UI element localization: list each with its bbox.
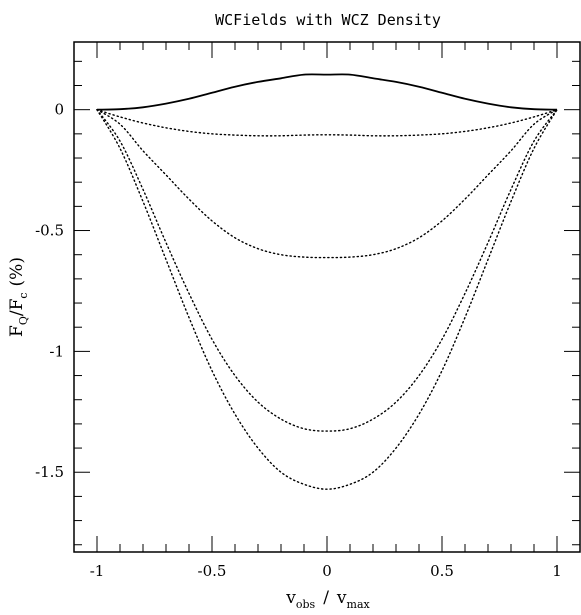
- x-axis-label-var1: v: [285, 588, 296, 608]
- y-axis-label: FQ/Fc(%): [7, 257, 30, 337]
- x-axis-label: vobs / vmax: [285, 588, 370, 611]
- x-axis-label-var2: v: [336, 588, 347, 608]
- plot-frame: [73, 41, 581, 553]
- y-axis-label-sub1: Q: [17, 316, 30, 325]
- y-axis-label-unit: (%): [7, 257, 27, 286]
- y-axis-label-sep: /: [7, 310, 27, 316]
- y-tick-label: -1.5: [35, 463, 64, 481]
- y-tick-label: -1: [49, 342, 64, 360]
- series-line-5: [96, 109, 558, 490]
- y-tick-label: -0.5: [35, 222, 64, 240]
- y-tick-label: 0: [54, 101, 64, 119]
- x-axis-label-sub2: max: [347, 598, 371, 611]
- chart-title: WCFields with WCZ Density: [215, 11, 441, 29]
- series-line-1: [96, 73, 558, 111]
- x-tick-label: -0.5: [198, 562, 227, 580]
- y-axis-label-var2: F: [7, 298, 27, 310]
- x-axis-label-sub1: obs: [296, 598, 316, 611]
- x-axis-ticks: -1 -0.5 0 0.5 1: [73, 42, 581, 580]
- x-axis-label-sep: /: [323, 588, 329, 608]
- y-axis-label-sub2: c: [17, 292, 30, 298]
- series-line-3: [96, 109, 558, 259]
- series-line-4: [96, 109, 558, 432]
- y-axis-label-var1: F: [7, 325, 27, 337]
- series-group: [96, 73, 558, 490]
- x-tick-label: 0.5: [430, 562, 454, 580]
- x-tick-label: 0: [322, 562, 332, 580]
- x-tick-label: -1: [90, 562, 105, 580]
- series-line-2: [96, 109, 558, 137]
- x-tick-label: 1: [552, 562, 562, 580]
- y-axis-ticks: 0 -0.5 -1 -1.5: [35, 60, 580, 546]
